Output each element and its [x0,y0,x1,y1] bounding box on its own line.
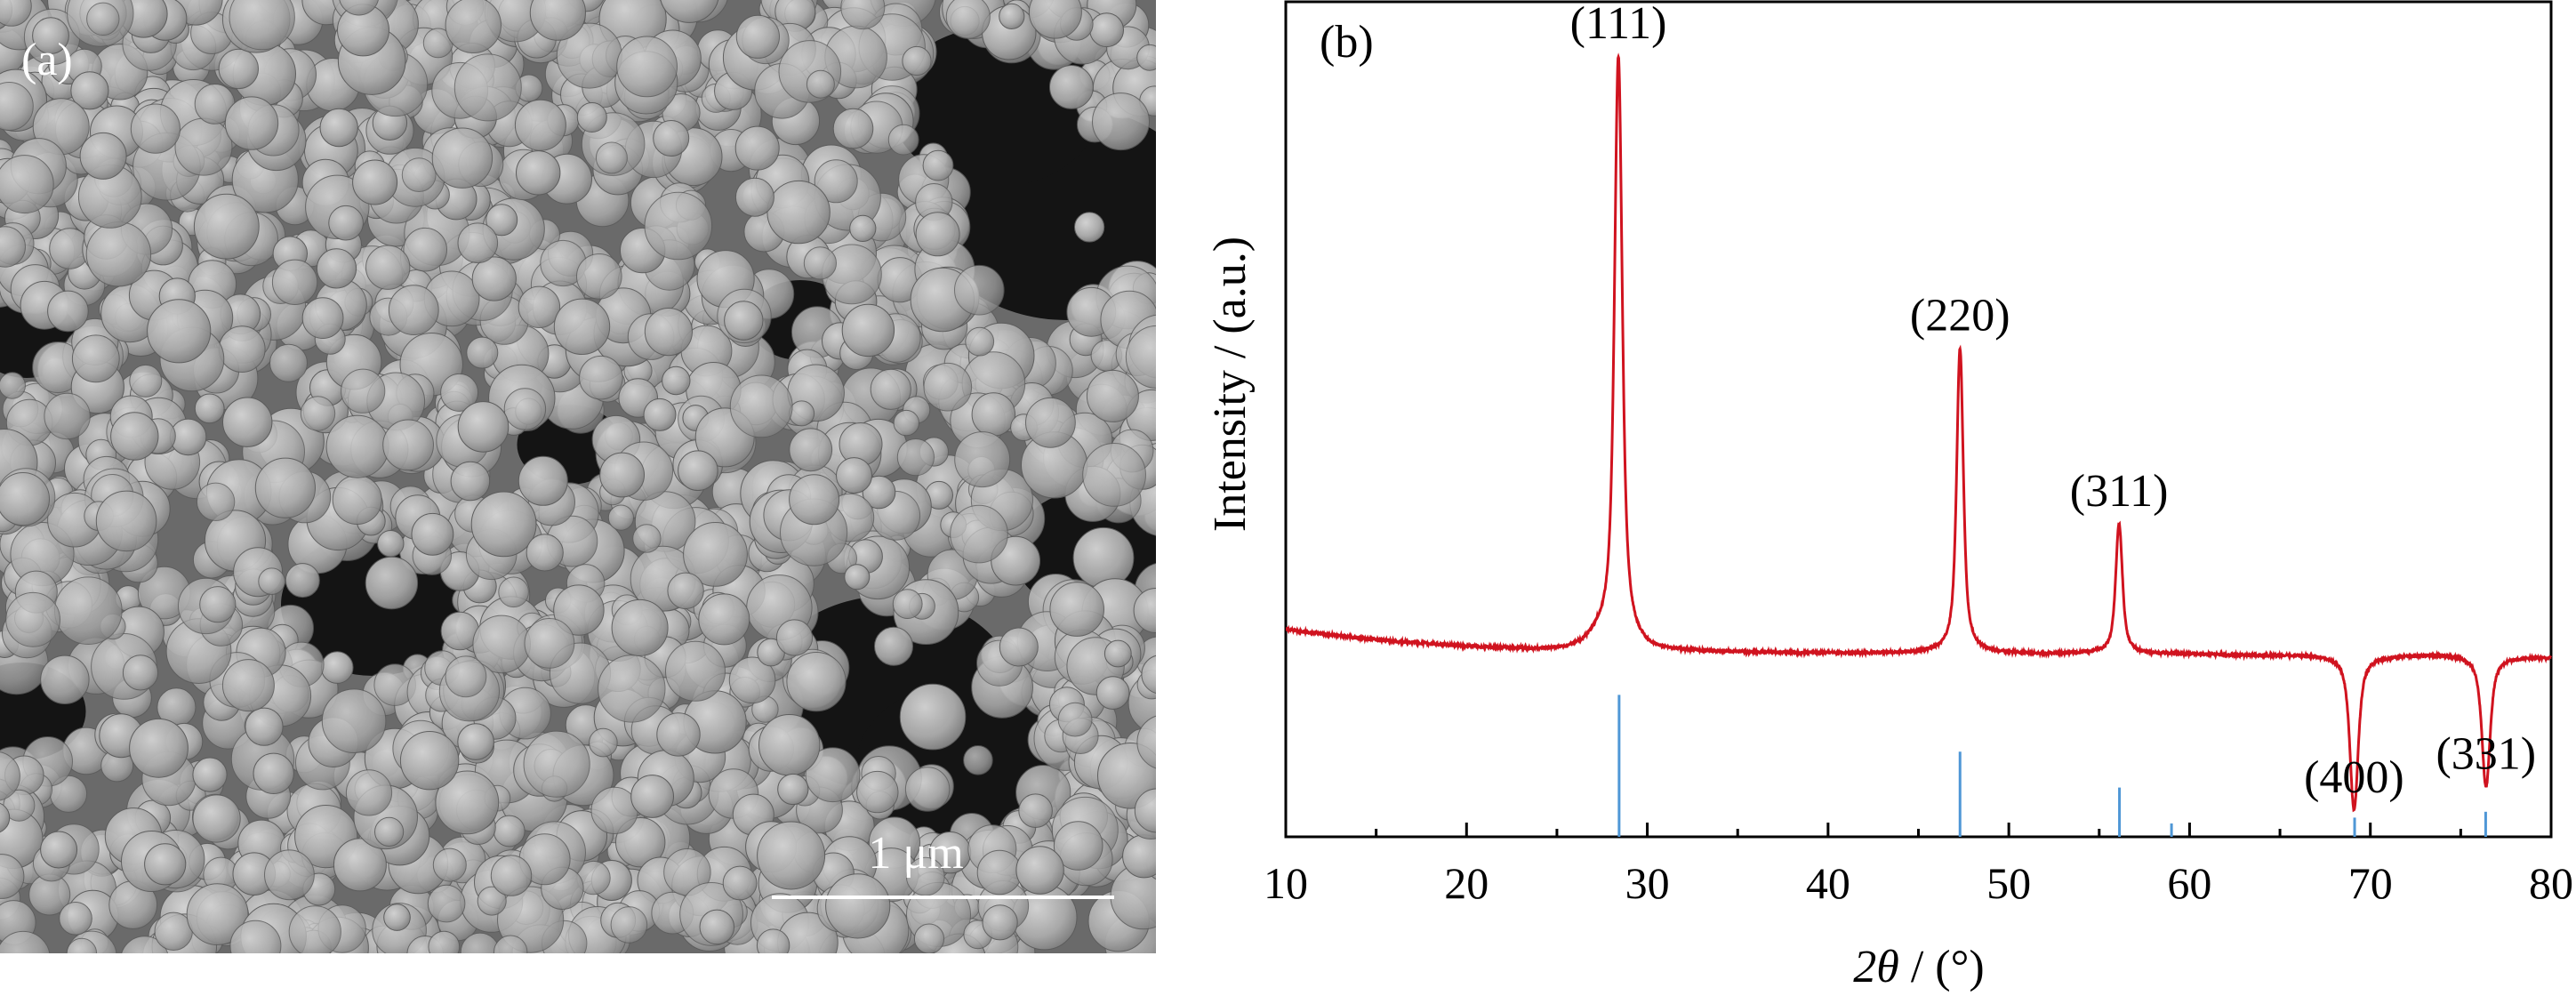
x-axis-label-unit: / (°) [1899,942,1985,992]
x-axis-label: 2θ / (°) [1853,942,1984,992]
x-tick-label-50: 50 [1986,858,2031,908]
x-tick-label-80: 80 [2529,858,2573,908]
x-tick-label-60: 60 [2167,858,2211,908]
scale-bar-label: 1 μm [868,828,963,879]
x-tick-label-20: 20 [1444,858,1489,908]
peak-label-1: (220) [1910,291,2010,341]
peak-labels: (111) (220) (311) (400) (331) [1570,0,2536,803]
y-axis-label: Intensity / (a.u.) [1205,237,1256,532]
x-tick-label-30: 30 [1625,858,1670,908]
sem-panel: (a) 1 μm [0,0,1156,953]
reference-lines [1617,695,2487,837]
xrd-pattern-line [1286,52,2553,813]
peak-label-2: (311) [2070,466,2169,517]
peak-label-3: (400) [2304,752,2404,803]
x-tick-label-70: 70 [2348,858,2393,908]
x-axis-label-symbol: 2θ [1853,942,1899,992]
x-tick-label-10: 10 [1264,858,1308,908]
x-axis: 10 20 30 40 50 60 70 80 [1264,823,2573,908]
sem-particle-texture [0,0,1156,953]
peak-label-4: (331) [2436,729,2536,780]
peak-label-0: (111) [1570,0,1667,49]
x-tick-label-40: 40 [1806,858,1850,908]
panel-b-label: (b) [1320,17,1374,68]
xrd-chart: (b) (111) (220) (311) (400) (331) 10 20 30 40 50… [1205,0,2573,992]
panel-a-label: (a) [21,35,73,85]
